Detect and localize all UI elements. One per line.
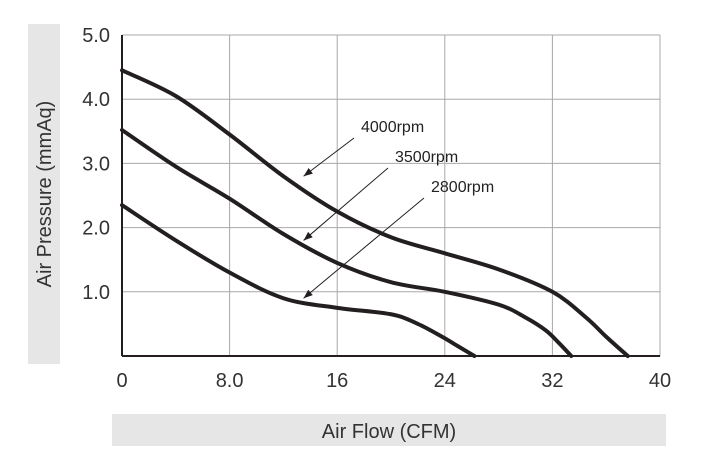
annotation-label: 3500rpm	[395, 149, 458, 166]
x-axis-label-band	[112, 414, 666, 446]
annotation-arrow	[303, 197, 425, 299]
annotation-arrow	[303, 167, 389, 241]
y-tick-label: 4.0	[82, 89, 110, 111]
x-tick-label: 16	[326, 370, 348, 392]
annotation-label: 2800rpm	[431, 179, 494, 196]
annotations: 4000rpm 3500rpm 2800rpm	[303, 119, 494, 299]
x-axis-title: Air Flow (CFM)	[322, 421, 456, 443]
annotation-arrow	[303, 137, 355, 177]
x-tick-label: 32	[541, 370, 563, 392]
x-tick-label: 24	[434, 370, 456, 392]
annotation-arrowhead	[303, 289, 313, 299]
grid	[121, 34, 661, 357]
y-tick-label: 1.0	[82, 282, 110, 304]
curves	[120, 68, 630, 358]
annotation-label: 4000rpm	[361, 119, 424, 136]
annotation-arrowhead	[303, 168, 313, 177]
curve-4000rpm	[120, 68, 630, 358]
annotation-arrowhead	[303, 231, 313, 241]
y-tick-label: 3.0	[82, 153, 110, 175]
x-tick-labels: 0 8.0 16 24 32 40	[116, 370, 671, 392]
curve-2800rpm	[120, 203, 477, 358]
y-tick-label: 2.0	[82, 218, 110, 240]
curve-3500rpm	[120, 128, 574, 358]
x-tick-label: 0	[116, 370, 127, 392]
x-tick-label: 8.0	[216, 370, 244, 392]
y-tick-label: 5.0	[82, 25, 110, 47]
y-axis-title: Air Pressure (mmAq)	[34, 101, 56, 288]
y-tick-labels: 1.0 2.0 3.0 4.0 5.0	[82, 25, 110, 304]
y-axis-label-band	[28, 24, 60, 364]
x-tick-label: 40	[649, 370, 671, 392]
